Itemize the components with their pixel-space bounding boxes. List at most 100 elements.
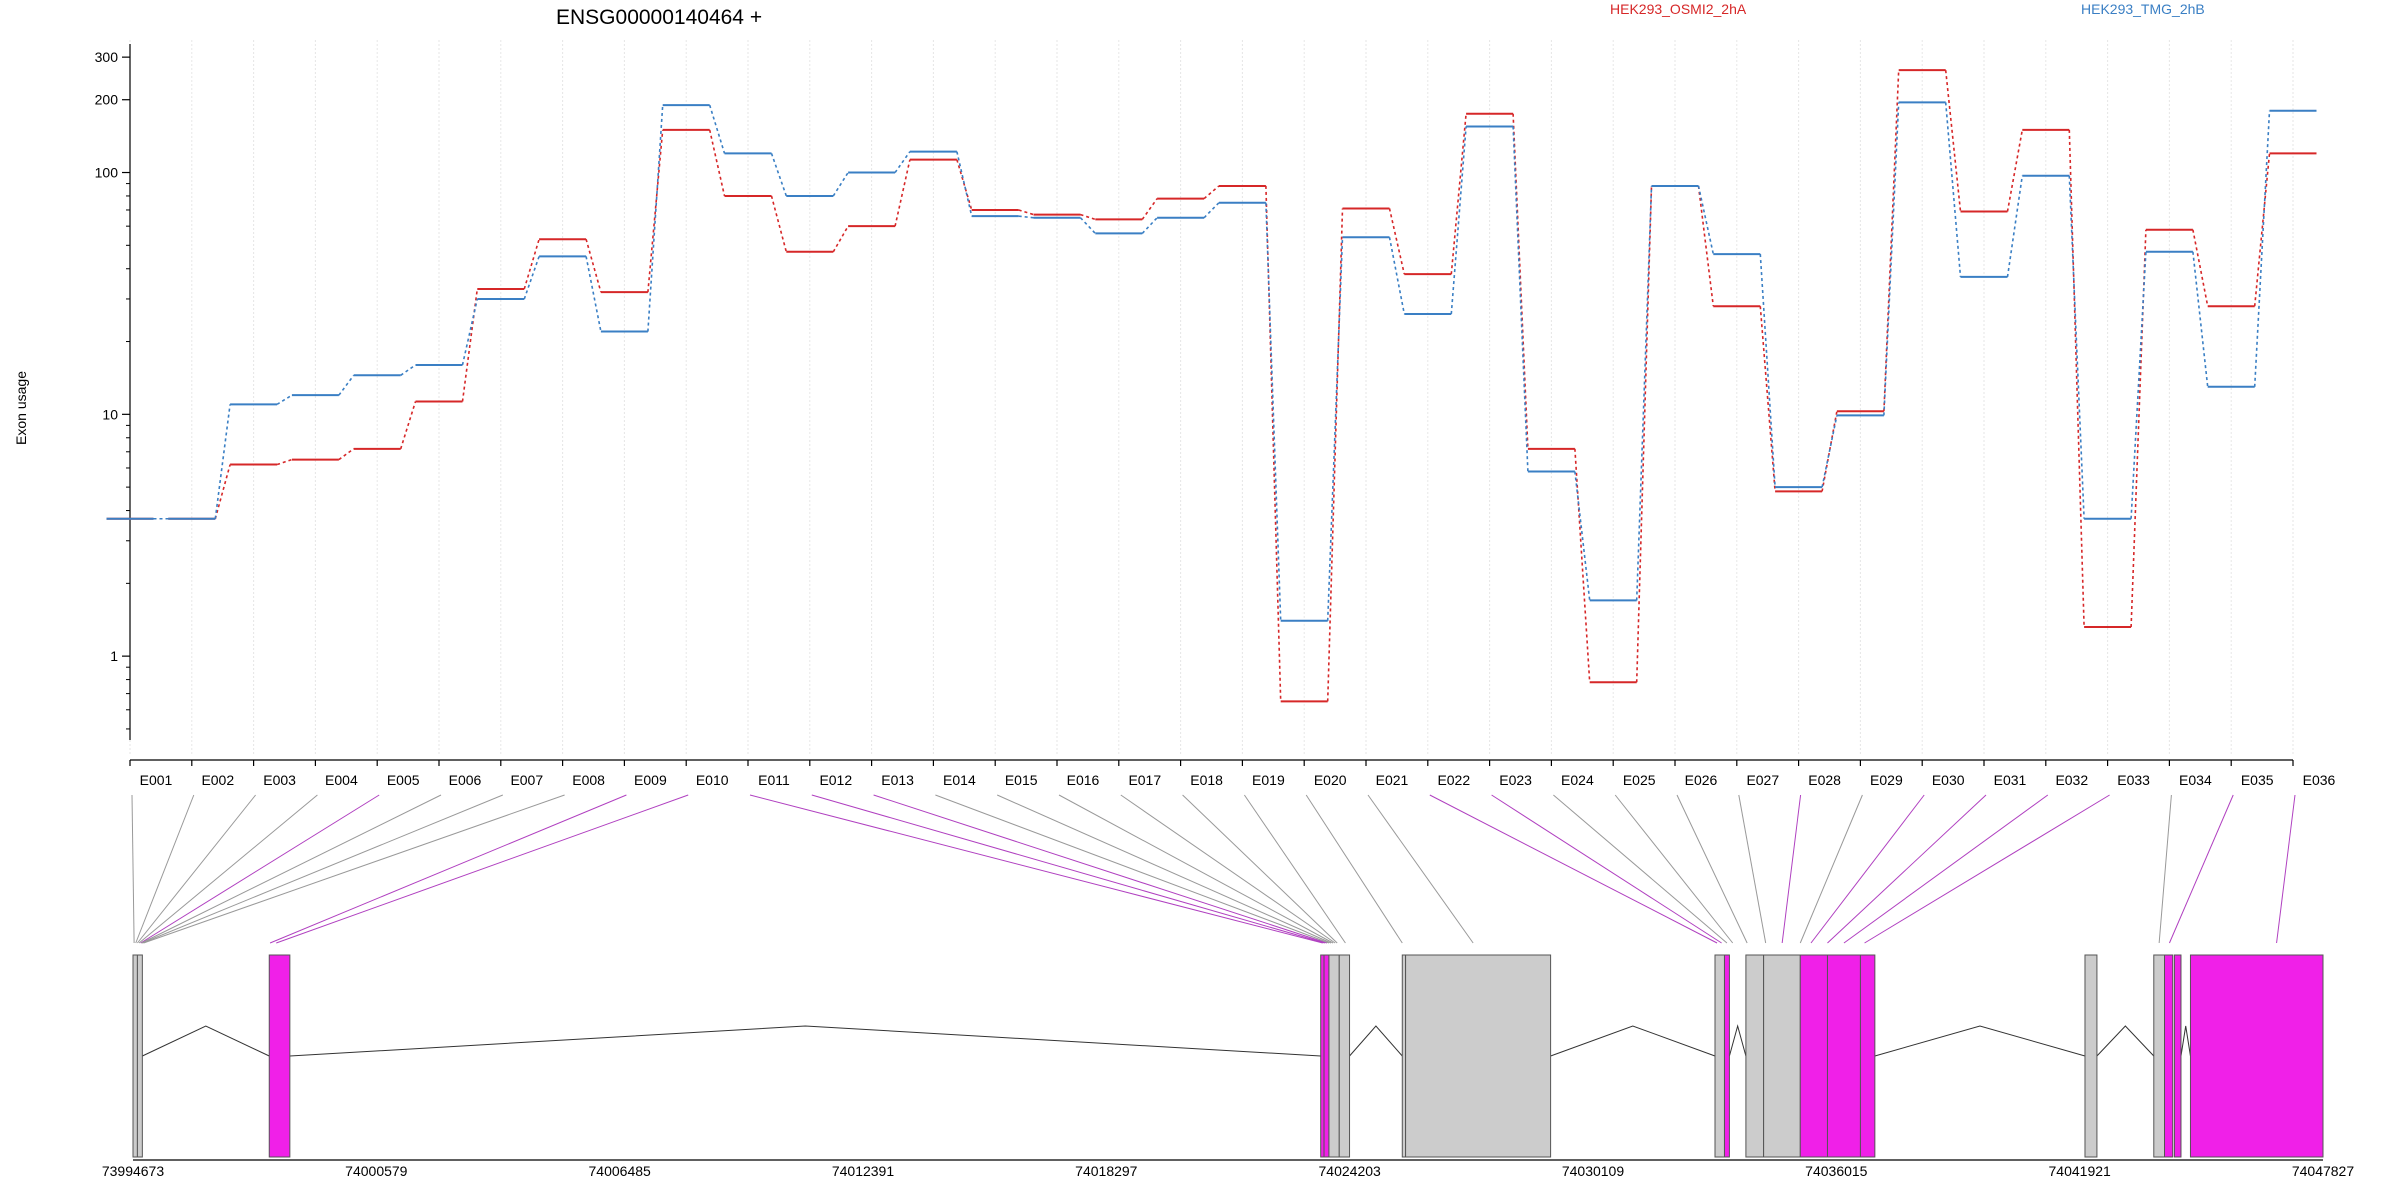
x-tick-label: E010 <box>696 772 729 788</box>
y-tick-label: 100 <box>95 165 119 181</box>
genome-axis: 73994673 74000579 74006485 74012391 74018297… <box>102 1159 2355 1179</box>
exon-block <box>2173 954 2182 1158</box>
intron-line <box>1874 1025 2086 1057</box>
series-connector <box>1759 254 1776 488</box>
series-a <box>106 69 2317 703</box>
exon-link-line <box>2276 794 2296 944</box>
x-tick-label: E019 <box>1252 772 1285 788</box>
x-tick-label: E011 <box>758 772 790 788</box>
exon-link-line <box>1799 794 1863 944</box>
x-tick-label: E017 <box>1128 772 1161 788</box>
series-connector <box>832 172 849 197</box>
series-connector <box>1203 185 1220 200</box>
series-connector <box>2253 110 2271 387</box>
exon-block <box>136 954 143 1158</box>
series-connector <box>1944 102 1962 277</box>
exon-link-line <box>2158 794 2172 944</box>
exon-link-line <box>1305 794 1403 944</box>
series-connector <box>276 458 293 466</box>
exon-link-line <box>1614 794 1734 944</box>
series-connector <box>1697 185 1715 255</box>
series-connector <box>770 153 788 197</box>
y-tick-label: 300 <box>95 49 119 65</box>
exon-block <box>132 954 138 1158</box>
y-axis: 1 10 100 200 300 <box>95 44 131 740</box>
exon-block <box>268 954 291 1158</box>
x-tick-label: E027 <box>1746 772 1779 788</box>
exon-link-line <box>138 794 318 944</box>
series-connector <box>1883 102 1900 416</box>
intron-line <box>142 1025 270 1057</box>
x-tick-label: E032 <box>2055 772 2088 788</box>
gene-model <box>132 954 2324 1158</box>
exon-link-line <box>140 794 380 944</box>
x-tick-label: E004 <box>325 772 358 788</box>
x-tick-label: E029 <box>1870 772 1903 788</box>
exon-block <box>1405 954 1552 1158</box>
genome-tick-label: 74047827 <box>2292 1163 2355 1179</box>
series-connector <box>2253 153 2271 307</box>
exon-link-line <box>142 794 503 944</box>
exon-link-line <box>873 794 1328 944</box>
series-connector <box>585 238 602 293</box>
series-connector <box>1080 213 1096 221</box>
series-connector <box>1326 237 1344 621</box>
exon-link-line <box>996 794 1332 944</box>
exon-link-line <box>1243 794 1346 944</box>
series-connector <box>523 238 540 290</box>
exon-link-line <box>1182 794 1338 944</box>
exon-block <box>1328 954 1340 1158</box>
exon-block <box>1723 954 1730 1158</box>
exon-link-line <box>141 794 442 944</box>
exon-block <box>2163 954 2174 1158</box>
exon-link-line <box>131 794 135 944</box>
exon-block <box>1763 954 1801 1158</box>
series-connector <box>214 404 231 519</box>
exon-link-line <box>1120 794 1336 944</box>
series-connector <box>956 151 973 217</box>
series-connector <box>770 195 788 253</box>
series-connector <box>399 401 417 450</box>
x-tick-label: E035 <box>2241 772 2274 788</box>
exon-link-line <box>2168 794 2234 944</box>
chart-title: ENSG00000140464 + <box>556 6 762 29</box>
exon-link-line <box>1491 794 1722 944</box>
x-axis: E001 E002 E003 E004 E005 E006 E007 E008 E009 E010… <box>129 759 2336 788</box>
x-tick-label: E028 <box>1808 772 1841 788</box>
genome-tick-label: 74012391 <box>832 1163 895 1179</box>
intron-line <box>1728 1024 1747 1057</box>
series-connector <box>708 104 726 154</box>
series-connector <box>1388 208 1406 275</box>
series-connector <box>2006 129 2024 212</box>
exon-link-line <box>1676 794 1748 944</box>
series-connector <box>1574 471 1591 601</box>
series-layer <box>106 69 2317 703</box>
y-tick-label: 1 <box>110 648 118 664</box>
x-tick-label: E033 <box>2117 772 2150 788</box>
vertical-grid <box>129 40 2294 756</box>
intron-line <box>2180 1025 2191 1057</box>
legend-series-b: HEK293_TMG_2hB <box>2081 1 2205 17</box>
series-connector <box>338 448 355 461</box>
exon-block <box>2084 954 2098 1158</box>
series-connector <box>1450 113 1467 275</box>
x-tick-label: E023 <box>1499 772 1532 788</box>
genome-tick-label: 74018297 <box>1075 1163 1138 1179</box>
series-connector <box>708 129 726 197</box>
series-connector <box>956 159 973 211</box>
x-tick-label: E036 <box>2303 772 2336 788</box>
series-connector <box>338 374 355 396</box>
series-connector <box>1635 185 1653 683</box>
exon-link-line <box>135 794 195 944</box>
genome-tick-label: 74041921 <box>2049 1163 2112 1179</box>
genome-tick-label: 73994673 <box>102 1163 165 1179</box>
series-connector <box>1018 215 1034 219</box>
exon-link-line <box>1864 794 2110 944</box>
series-connector <box>1697 185 1715 307</box>
series-connector <box>647 105 664 332</box>
series-connector <box>276 394 293 406</box>
x-tick-label: E015 <box>1005 772 1038 788</box>
x-tick-label: E021 <box>1376 772 1409 788</box>
series-connector <box>1265 202 1282 621</box>
